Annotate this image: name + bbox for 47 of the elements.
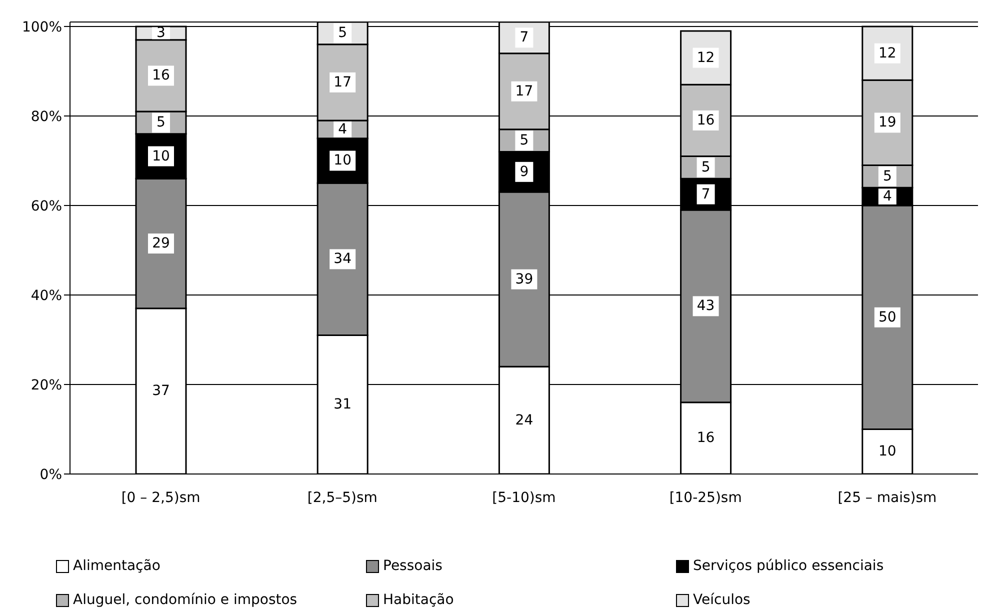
legend-label: Pessoais	[383, 558, 442, 574]
data-label: 4	[882, 188, 892, 205]
data-label: 16	[152, 68, 170, 84]
data-label: 5	[520, 132, 529, 149]
y-tick-label: 0%	[40, 466, 62, 483]
x-tick-label: [2,5–5)sm	[307, 490, 378, 506]
data-label: 39	[515, 271, 534, 288]
data-label: 5	[156, 114, 166, 131]
data-label: 16	[696, 112, 715, 128]
data-label: 10	[152, 148, 170, 164]
legend-label: Habitação	[383, 592, 454, 608]
data-label: 37	[152, 383, 170, 400]
legend-label: Aluguel, condomínio e impostos	[73, 592, 298, 608]
data-label: 34	[334, 251, 352, 268]
data-label: 3	[156, 25, 166, 42]
x-tick-label: [5-10)sm	[492, 490, 556, 506]
y-tick-label: 100%	[22, 19, 62, 36]
data-label: 43	[696, 298, 715, 314]
data-label: 17	[515, 83, 534, 100]
x-tick-label: [25 – mais)sm	[838, 490, 937, 506]
data-label: 9	[520, 164, 529, 180]
data-label: 29	[152, 236, 170, 252]
data-label: 5	[701, 159, 710, 176]
data-label: 10	[878, 444, 896, 460]
data-label: 19	[878, 114, 896, 131]
legend-label: Veículos	[693, 592, 750, 608]
y-tick-label: 40%	[30, 288, 62, 304]
data-label: 7	[701, 186, 710, 202]
data-label: 7	[520, 30, 529, 46]
x-tick-label: [10-25)sm	[669, 490, 742, 506]
legend-label: Alimentação	[73, 558, 160, 574]
x-tick-label: [0 – 2,5)sm	[121, 490, 200, 506]
data-label: 5	[338, 25, 348, 42]
data-label: 12	[878, 45, 896, 62]
y-tick-label: 20%	[30, 377, 62, 394]
y-tick-label: 80%	[30, 108, 62, 125]
data-label: 16	[696, 430, 715, 446]
data-label: 5	[882, 168, 892, 184]
y-tick-label: 60%	[30, 198, 62, 214]
data-label: 24	[515, 412, 534, 428]
data-label: 50	[878, 309, 896, 326]
data-label: 17	[334, 74, 352, 90]
data-label: 4	[338, 121, 348, 138]
data-label: 10	[334, 152, 352, 169]
data-label: 12	[696, 50, 715, 66]
legend-label: Serviços público essenciais	[693, 558, 884, 574]
data-label: 31	[334, 396, 352, 413]
